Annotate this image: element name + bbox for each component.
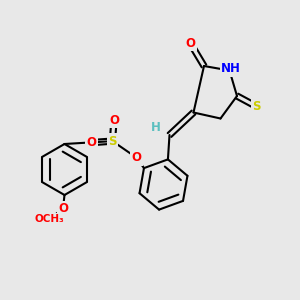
Text: O: O <box>58 202 68 215</box>
Text: H: H <box>151 121 161 134</box>
Text: S: S <box>252 100 261 113</box>
Text: OCH₃: OCH₃ <box>34 214 64 224</box>
Text: O: O <box>185 37 196 50</box>
Text: S: S <box>108 135 117 148</box>
Text: O: O <box>109 114 119 127</box>
Text: NH: NH <box>221 62 241 76</box>
Text: O: O <box>131 151 142 164</box>
Text: O: O <box>86 136 97 149</box>
